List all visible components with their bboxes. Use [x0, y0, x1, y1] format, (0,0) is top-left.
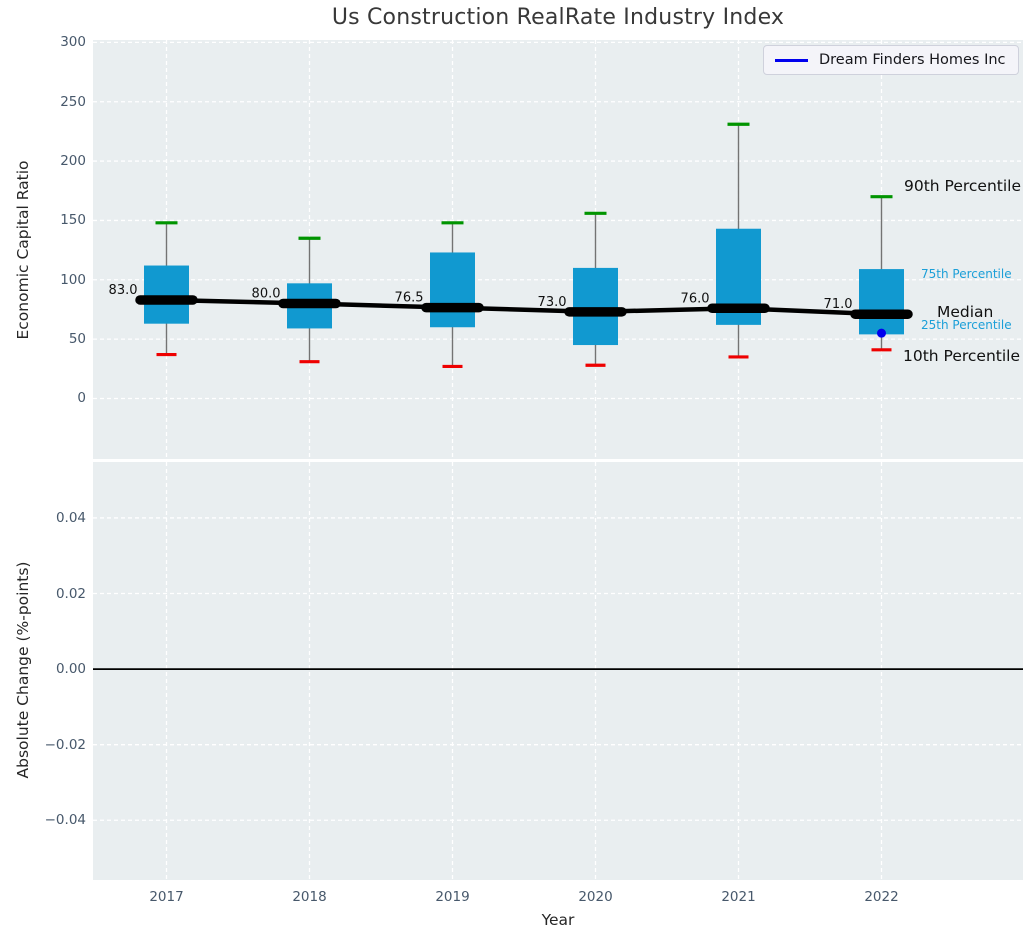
x-tick-label: 2019 [435, 889, 470, 905]
y-tick-label: 200 [60, 153, 86, 170]
legend-label: Dream Finders Homes Inc [819, 52, 1006, 68]
y-tick-label: 0.00 [55, 661, 86, 678]
top-y-axis-label: Economic Capital Ratio [14, 160, 32, 340]
y-tick-label: 250 [60, 93, 86, 110]
bottom-y-axis-label: Absolute Change (%-points) [14, 561, 32, 779]
legend-line-swatch [775, 58, 808, 62]
x-tick-label: 2017 [149, 889, 184, 905]
x-tick-label: 2021 [721, 889, 756, 905]
x-axis-label: Year [541, 911, 575, 929]
x-tick-label: 2018 [292, 889, 327, 905]
y-tick-label: 0.04 [55, 509, 86, 526]
annotation-median: Median [937, 303, 994, 321]
y-tick-label: −0.02 [44, 736, 86, 753]
legend: Dream Finders Homes Inc [763, 45, 1019, 75]
y-tick-label: 0.02 [55, 585, 86, 602]
annotation-25th-percentile: 25th Percentile [921, 318, 1012, 332]
y-tick-label: 100 [60, 271, 86, 288]
y-tick-label: 50 [68, 331, 86, 348]
annotation-10th-percentile: 10th Percentile [903, 347, 1021, 365]
x-tick-label: 2020 [578, 889, 613, 905]
y-tick-labels: 300 250 200 150 100 50 0 0.04 0.02 0.00 −0.02 −0.04 [0, 0, 86, 942]
top-panel [93, 40, 1023, 459]
bottom-panel [93, 462, 1023, 880]
y-tick-label: 150 [60, 212, 86, 229]
x-tick-label: 2022 [864, 889, 899, 905]
y-tick-label: 300 [60, 34, 86, 51]
y-tick-label: −0.04 [44, 812, 86, 829]
chart-title: Us Construction RealRate Industry Index [331, 5, 785, 30]
annotation-90th-percentile: 90th Percentile [904, 177, 1022, 195]
y-tick-label: 0 [77, 390, 86, 407]
annotation-75th-percentile: 75th Percentile [921, 267, 1012, 281]
